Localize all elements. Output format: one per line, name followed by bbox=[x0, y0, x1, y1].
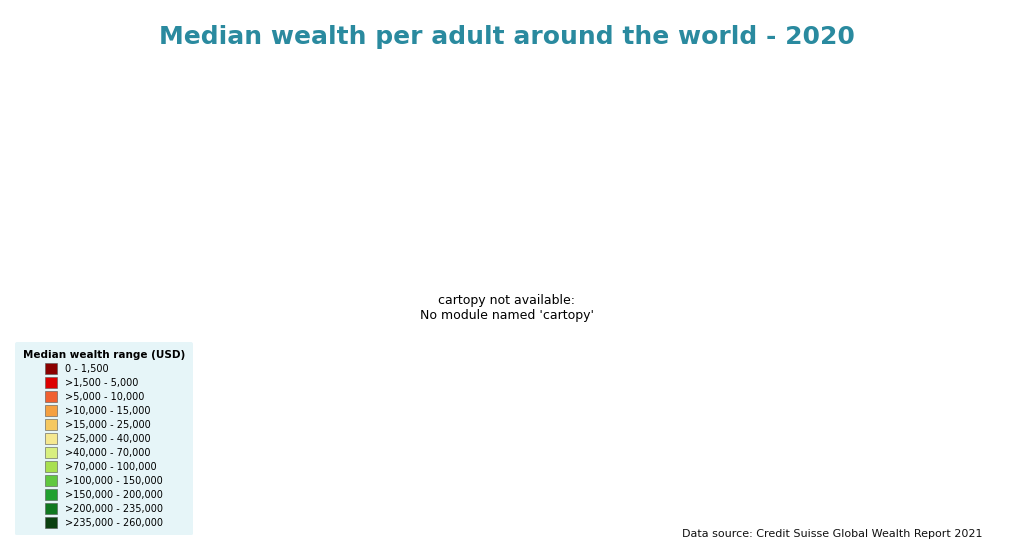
Text: Data source: Credit Suisse Global Wealth Report 2021: Data source: Credit Suisse Global Wealth… bbox=[682, 529, 983, 539]
Legend: 0 - 1,500, >1,500 - 5,000, >5,000 - 10,000, >10,000 - 15,000, >15,000 - 25,000, : 0 - 1,500, >1,500 - 5,000, >5,000 - 10,0… bbox=[15, 342, 192, 536]
Text: Median wealth per adult around the world - 2020: Median wealth per adult around the world… bbox=[159, 25, 854, 49]
Text: cartopy not available:
No module named 'cartopy': cartopy not available: No module named '… bbox=[419, 294, 594, 322]
